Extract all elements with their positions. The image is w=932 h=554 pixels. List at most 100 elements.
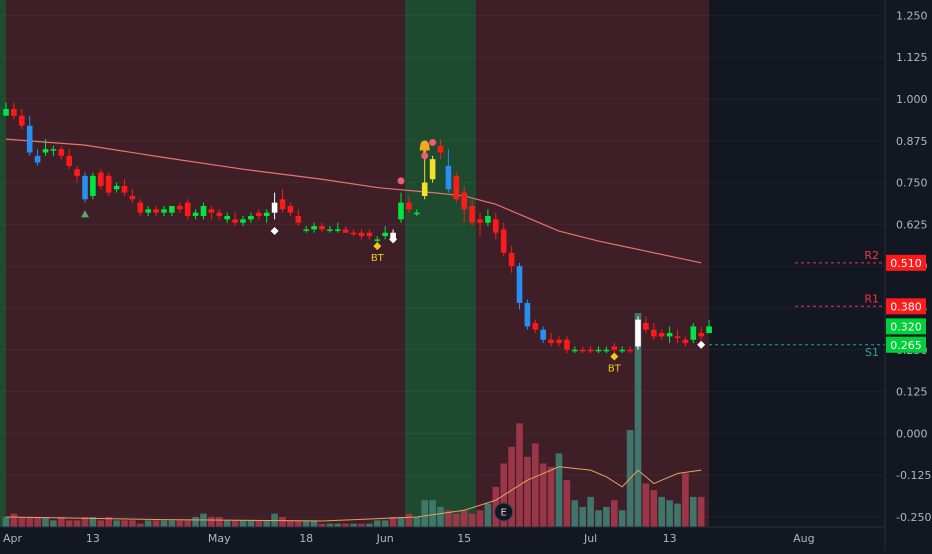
volume-bar (650, 490, 658, 527)
price-tick-label: 0.875 (896, 135, 928, 148)
candle-body (572, 349, 578, 352)
level-label-r2: R2 (864, 249, 879, 262)
candle-body (240, 219, 246, 223)
time-tick-label: Apr (3, 532, 23, 545)
volume-bar (603, 506, 610, 527)
candle-body (500, 229, 507, 253)
volume-bar (587, 496, 594, 527)
candle-body (50, 149, 57, 151)
volume-bar (105, 516, 112, 527)
time-tick-label: Aug (793, 532, 814, 545)
volume-bar (555, 453, 563, 527)
candle-body (429, 159, 436, 180)
signal-dot (421, 152, 429, 160)
volume-bar (287, 520, 294, 527)
price-badge (886, 318, 926, 335)
candle-body (200, 205, 207, 217)
candle-body (358, 232, 365, 237)
volume-bar (445, 510, 452, 527)
signal-markers: BT BT (81, 138, 706, 375)
volume-ma-line (5, 466, 702, 522)
candle-body (666, 333, 673, 337)
region-bear-3 (476, 0, 710, 527)
volume-bar (421, 500, 428, 527)
volume-bar (318, 523, 326, 527)
volume-bar (121, 520, 128, 527)
volume-bar (547, 466, 555, 527)
candle-body (477, 219, 483, 223)
volume-bar (366, 523, 373, 527)
bell-icon (419, 140, 430, 151)
candle-body (548, 339, 554, 344)
candle-body (414, 212, 420, 215)
price-tick-label: 1.125 (896, 51, 928, 64)
signal-dot (429, 138, 437, 146)
volume-bar (34, 516, 41, 527)
earnings-event-label: E (501, 508, 507, 519)
candle-body (169, 205, 175, 213)
volume-bar (563, 480, 571, 527)
price-tick-label: 0.750 (896, 177, 928, 190)
price-tick-label: 0.625 (896, 218, 928, 231)
volume-bar (697, 496, 705, 527)
time-tick-label: Jul (583, 532, 597, 545)
volume-bar (295, 520, 302, 527)
volume-bar (58, 516, 65, 527)
candle-body (287, 205, 294, 213)
candle-body (3, 109, 9, 116)
candle-body (342, 229, 349, 233)
candle-body (248, 216, 254, 220)
candle-body (579, 349, 586, 352)
candle-body (682, 339, 689, 344)
price-tick-label: 1.250 (896, 9, 928, 22)
candle-body (595, 349, 602, 352)
time-axis[interactable]: Apr 13 May 18 Jun 15 Jul 13 Aug (3, 532, 815, 545)
candle-body (706, 326, 712, 334)
volume-bar (405, 513, 413, 527)
price-badge-label: 0.265 (890, 339, 922, 352)
volume-bar (310, 520, 318, 527)
volume-bar (532, 443, 539, 527)
volume-bar (389, 516, 397, 527)
candle-body (635, 319, 641, 347)
candle-body (335, 229, 341, 231)
volume-bar (658, 496, 665, 527)
earnings-event-icon[interactable] (494, 502, 514, 522)
time-tick-label: May (208, 532, 231, 545)
volume-bar (73, 520, 81, 527)
time-tick-label: 18 (299, 532, 313, 545)
event-markers[interactable]: E (494, 502, 514, 522)
candle-body (74, 169, 80, 176)
candle-body (90, 175, 96, 196)
volume-bar (223, 520, 231, 527)
price-tick-label: 0.000 (896, 427, 928, 440)
price-tick-label: 0.125 (896, 386, 928, 399)
volume-bar (682, 473, 689, 527)
diamond-icon (270, 227, 279, 236)
signal-dot (397, 177, 405, 185)
candles (3, 102, 712, 354)
volume-bar (508, 446, 515, 527)
volume-bar (42, 516, 49, 527)
volume-bar (18, 516, 26, 527)
price-axis-panel[interactable] (885, 0, 932, 550)
volume-bar (26, 516, 33, 527)
time-tick-label: 15 (457, 532, 471, 545)
volume-bar (10, 513, 18, 527)
volume-bar (89, 516, 97, 527)
volume-bar (184, 520, 191, 527)
candle-body (192, 212, 199, 217)
diamond-icon (697, 340, 706, 349)
time-tick-label: 13 (86, 532, 100, 545)
candle-body (445, 165, 452, 190)
volume-bar (642, 483, 650, 527)
region-bear-1 (6, 0, 413, 527)
volume-bar (381, 520, 389, 527)
volume-bar (476, 510, 484, 527)
candle-body (232, 219, 238, 223)
candle-body (66, 155, 72, 166)
candle-body (58, 149, 65, 156)
candle-body (98, 172, 104, 186)
